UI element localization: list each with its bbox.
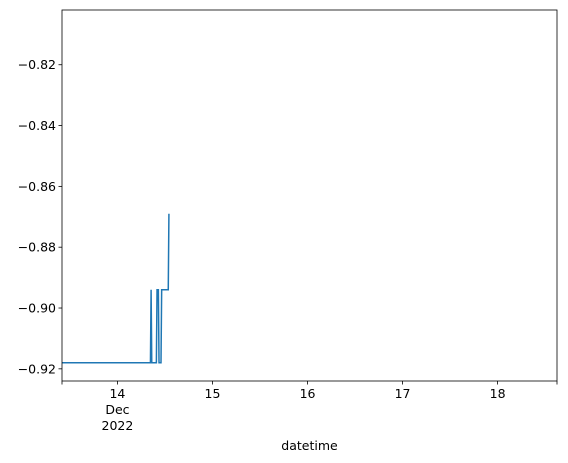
series-line bbox=[62, 213, 170, 364]
y-tick-label: −0.88 bbox=[18, 240, 56, 255]
y-tick-label: −0.86 bbox=[18, 179, 56, 194]
y-tick-label: −0.90 bbox=[18, 301, 56, 316]
y-tick-label: −0.92 bbox=[18, 361, 56, 376]
x-axis-label: datetime bbox=[281, 438, 338, 453]
x-tick-label: 17 bbox=[395, 386, 411, 401]
x-tick-sublabel: Dec bbox=[105, 402, 129, 417]
x-tick-label: 18 bbox=[490, 386, 506, 401]
x-tick-sublabel: 2022 bbox=[102, 418, 134, 433]
x-tick-label: 16 bbox=[300, 386, 316, 401]
plot-area-frame bbox=[61, 9, 558, 382]
series-layer bbox=[62, 213, 170, 364]
x-tick-label: 15 bbox=[205, 386, 221, 401]
y-tick-label: −0.82 bbox=[18, 57, 56, 72]
y-tick-label: −0.84 bbox=[18, 118, 56, 133]
x-tick-label: 14 bbox=[109, 386, 125, 401]
y-axis-ticks: −0.92 −0.90 −0.88 −0.86 −0.84 −0.82 bbox=[18, 57, 62, 376]
